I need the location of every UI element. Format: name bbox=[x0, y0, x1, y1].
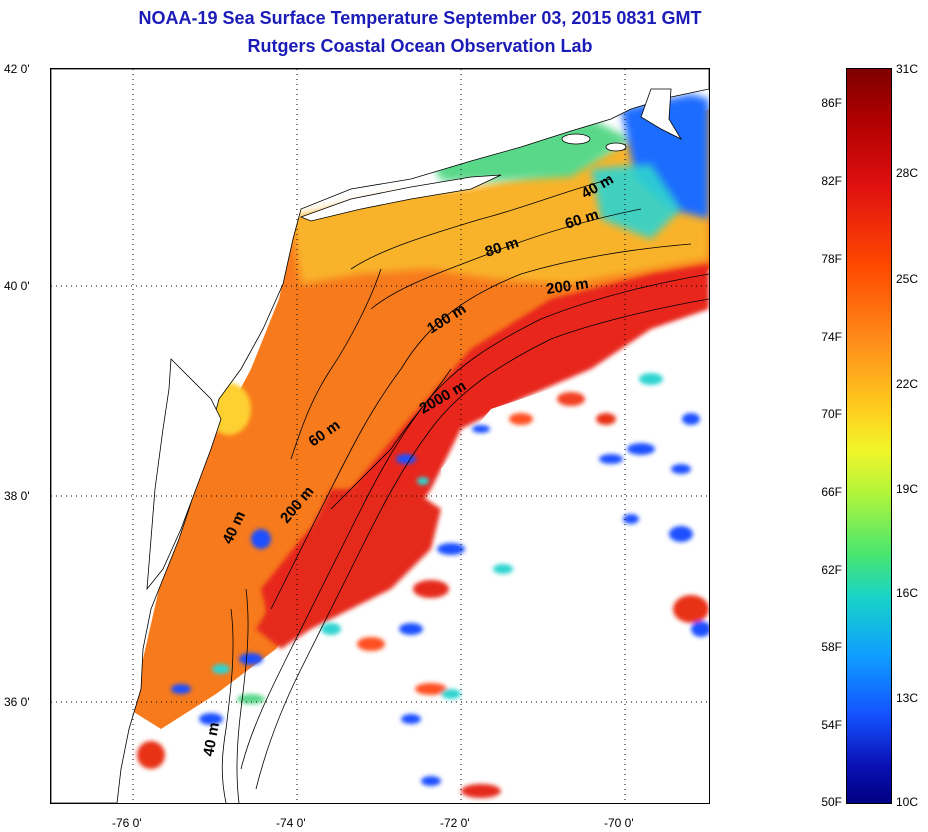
colorbar-tick-25c: 25C bbox=[896, 272, 919, 286]
lon-label-76: -76 0' bbox=[112, 816, 142, 830]
colorbar-tick-28c: 28C bbox=[896, 166, 919, 180]
lon-label-74: -74 0' bbox=[276, 816, 306, 830]
colorbar-tick-66f: 66F bbox=[821, 485, 842, 499]
colorbar-tick-19c: 19C bbox=[896, 482, 919, 496]
chart-title: NOAA-19 Sea Surface Temperature Septembe… bbox=[138, 8, 702, 28]
colorbar-tick-13c: 13C bbox=[896, 691, 919, 705]
colorbar-tick-10c: 10C bbox=[896, 795, 919, 809]
bathymetry-contours bbox=[221, 178, 709, 803]
cold-cape-cod-sst bbox=[621, 94, 709, 219]
colorbar-tick-86f: 86F bbox=[821, 96, 842, 110]
cloud-mask-south bbox=[191, 659, 381, 803]
colorbar-tick-74f: 74F bbox=[821, 330, 842, 344]
gulf-stream-south-sst bbox=[256, 489, 441, 649]
colorbar-tick-22c: 22C bbox=[896, 377, 919, 391]
lat-label-40: 40 0' bbox=[4, 279, 30, 293]
colorbar-tick-78f: 78F bbox=[821, 252, 842, 266]
colorbar-tick-58f: 58F bbox=[821, 640, 842, 654]
colorbar-tick-54f: 54F bbox=[821, 718, 842, 732]
nantucket bbox=[605, 142, 627, 152]
sst-map: 40 m 60 m 80 m 200 m 100 m 2000 m 60 m 2… bbox=[50, 68, 710, 804]
land-mass bbox=[51, 69, 709, 803]
depth-label-40m-south: 40 m bbox=[200, 721, 223, 758]
long-island bbox=[299, 174, 502, 222]
colorbar-tick-50f: 50F bbox=[821, 795, 842, 809]
colorbar-tick-16c: 16C bbox=[896, 586, 919, 600]
chart-subtitle: Rutgers Coastal Ocean Observation Lab bbox=[247, 36, 593, 56]
colorbar-tick-82f: 82F bbox=[821, 174, 842, 188]
lon-label-72: -72 0' bbox=[440, 816, 470, 830]
marthas-vineyard bbox=[561, 133, 591, 145]
cloud-mask-offshore bbox=[301, 369, 709, 803]
depth-label-200m-north: 200 m bbox=[545, 275, 589, 298]
cloud-edge-speckles bbox=[81, 373, 709, 798]
colorbar-tick-62f: 62F bbox=[821, 563, 842, 577]
gulf-of-maine-cyan bbox=[591, 164, 681, 239]
lat-label-42: 42 0' bbox=[4, 62, 30, 76]
cape-cod bbox=[640, 88, 683, 140]
colorbar-tick-31c: 31C bbox=[896, 62, 919, 76]
colorbar-tick-70f: 70F bbox=[821, 407, 842, 421]
lat-label-36: 36 0' bbox=[4, 695, 30, 709]
temperature-colorbar bbox=[846, 68, 892, 804]
sst-map-canvas: 40 m 60 m 80 m 200 m 100 m 2000 m 60 m 2… bbox=[51, 69, 709, 803]
delmarva-peninsula bbox=[146, 358, 222, 591]
lon-label-70: -70 0' bbox=[604, 816, 634, 830]
lat-label-38: 38 0' bbox=[4, 489, 30, 503]
